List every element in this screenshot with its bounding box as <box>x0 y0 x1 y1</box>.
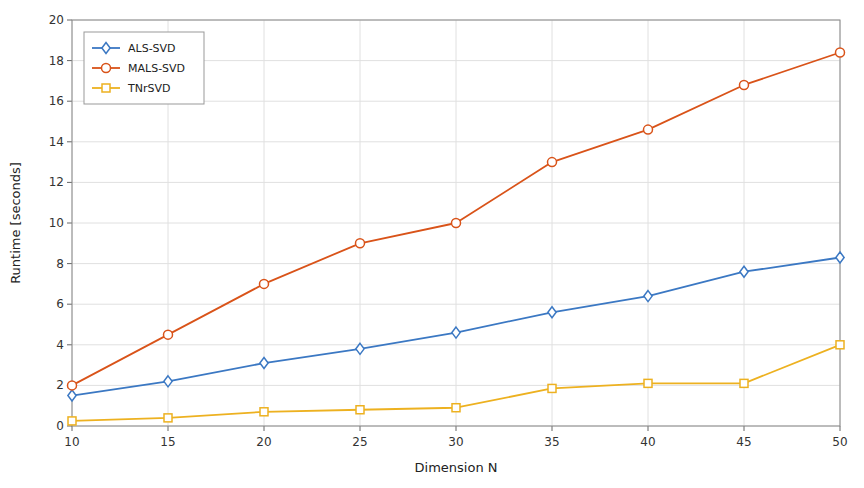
x-tick <box>168 426 169 431</box>
y-tick-label: 6 <box>56 297 64 311</box>
legend-box <box>84 32 204 104</box>
series <box>68 341 844 425</box>
point-marker <box>740 379 748 387</box>
x-tick-label: 15 <box>160 435 175 449</box>
point-marker <box>452 219 461 228</box>
y-tick <box>67 182 72 183</box>
point-marker <box>740 266 748 277</box>
x-tick-label: 25 <box>352 435 367 449</box>
point-marker <box>68 390 76 401</box>
point-marker <box>644 379 652 387</box>
point-marker <box>644 291 652 302</box>
y-tick-label: 10 <box>49 216 64 230</box>
x-tick <box>72 426 73 431</box>
x-tick-label: 40 <box>640 435 655 449</box>
x-tick <box>648 426 649 431</box>
point-marker <box>164 376 172 387</box>
point-marker <box>548 384 556 392</box>
y-tick <box>67 263 72 264</box>
x-tick-label: 35 <box>544 435 559 449</box>
point-marker <box>452 327 460 338</box>
legend-marker <box>102 64 111 73</box>
y-tick-label: 16 <box>49 94 64 108</box>
series-line <box>72 345 840 421</box>
x-tick-label: 20 <box>256 435 271 449</box>
y-tick-label: 0 <box>56 419 64 433</box>
point-marker <box>356 406 364 414</box>
x-tick-label: 50 <box>832 435 847 449</box>
y-tick-label: 12 <box>49 175 64 189</box>
legend-marker <box>102 84 110 92</box>
point-marker <box>68 381 77 390</box>
x-axis-label: Dimension N <box>415 460 498 475</box>
legend: ALS-SVD MALS-SVD TNrSVD <box>84 32 204 104</box>
legend-label: MALS-SVD <box>128 62 185 75</box>
x-grid-line <box>552 20 553 426</box>
x-tick <box>744 426 745 431</box>
point-marker <box>836 48 845 57</box>
y-tick-label: 18 <box>49 54 64 68</box>
plot-area <box>68 48 845 425</box>
y-tick-label: 4 <box>56 338 64 352</box>
point-marker <box>164 330 173 339</box>
y-tick-label: 8 <box>56 257 64 271</box>
legend-marker <box>102 43 110 54</box>
y-tick-label: 14 <box>49 135 64 149</box>
y-tick-label: 20 <box>49 13 64 27</box>
y-tick <box>67 304 72 305</box>
point-marker <box>740 80 749 89</box>
point-marker <box>548 307 556 318</box>
x-grid-line <box>360 20 361 426</box>
x-tick <box>552 426 553 431</box>
point-marker <box>68 417 76 425</box>
y-tick <box>67 20 72 21</box>
series-line <box>72 258 840 396</box>
point-marker <box>260 358 268 369</box>
y-tick <box>67 101 72 102</box>
x-tick-label: 45 <box>736 435 751 449</box>
legend-label: ALS-SVD <box>128 42 176 55</box>
y-tick-label: 2 <box>56 378 64 392</box>
point-marker <box>836 252 844 263</box>
x-tick <box>456 426 457 431</box>
x-tick <box>360 426 361 431</box>
point-marker <box>452 404 460 412</box>
y-tick <box>67 223 72 224</box>
point-marker <box>548 158 557 167</box>
background <box>0 0 864 488</box>
x-tick <box>264 426 265 431</box>
point-marker <box>356 239 365 248</box>
point-marker <box>260 279 269 288</box>
y-tick <box>67 60 72 61</box>
point-marker <box>164 414 172 422</box>
x-grid-line <box>648 20 649 426</box>
grid <box>72 20 840 426</box>
legend-label: TNrSVD <box>127 82 170 95</box>
point-marker <box>260 408 268 416</box>
axes: 0 2 4 6 8 10 12 14 16 18 20 10 15 20 25 30 35 40 45 50 <box>49 13 848 449</box>
point-marker <box>644 125 653 134</box>
y-tick <box>67 141 72 142</box>
point-marker <box>836 341 844 349</box>
chart: 0 2 4 6 8 10 12 14 16 18 20 10 15 20 25 30 35 40 45 50 Dimen… <box>0 0 864 488</box>
x-tick <box>840 426 841 431</box>
y-axis-label: Runtime [seconds] <box>8 162 23 284</box>
y-tick <box>67 344 72 345</box>
point-marker <box>356 343 364 354</box>
plot-frame <box>72 20 840 426</box>
x-tick-label: 10 <box>64 435 79 449</box>
x-tick-label: 30 <box>448 435 463 449</box>
